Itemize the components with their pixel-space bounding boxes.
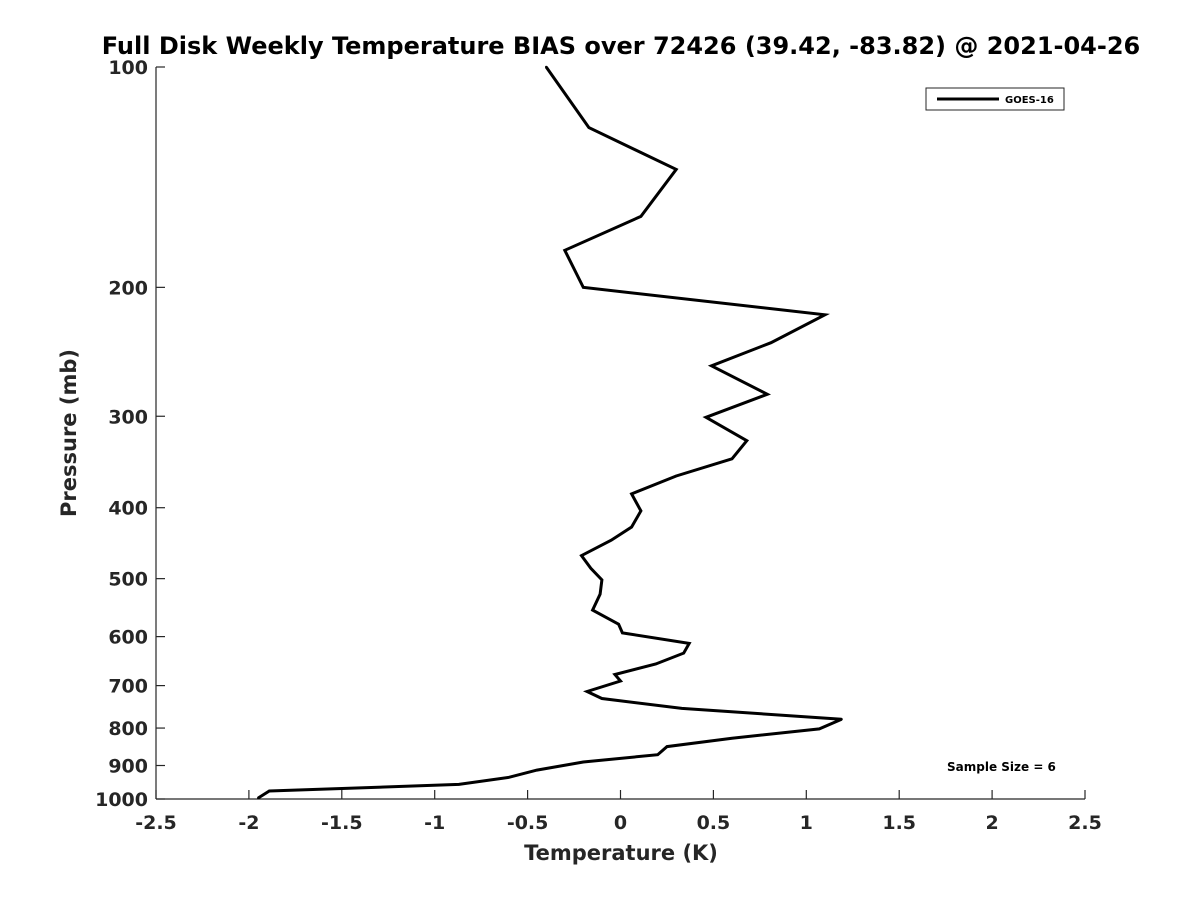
x-tick-label: 2.5	[1068, 812, 1102, 834]
data-point	[619, 679, 622, 683]
data-point	[656, 753, 659, 756]
data-point	[730, 737, 734, 740]
data-point	[535, 768, 539, 772]
data-point	[675, 474, 678, 478]
data-point	[675, 168, 678, 171]
data-point	[639, 509, 643, 513]
data-point	[589, 567, 592, 570]
data-point	[457, 783, 461, 786]
data-point	[630, 492, 633, 496]
y-tick-label: 900	[108, 756, 148, 778]
data-point	[745, 439, 748, 442]
y-tick-label: 100	[108, 57, 148, 79]
y-tick-label: 400	[108, 498, 148, 520]
data-point	[730, 457, 734, 460]
data-point	[766, 393, 769, 396]
x-tick-label: 0.5	[697, 812, 731, 834]
data-point	[507, 776, 511, 779]
data-point	[600, 578, 604, 582]
data-point	[639, 215, 643, 218]
x-axis: -2.5 -2 -1.5 -1 -0.5 0 0.5 1 1.5 2 2.5	[135, 790, 1102, 834]
data-point	[563, 249, 566, 252]
data-point	[545, 65, 548, 69]
data-point	[818, 727, 821, 731]
data-point	[617, 623, 620, 626]
y-tick-label: 1000	[95, 789, 148, 811]
data-point	[769, 341, 773, 344]
data-point	[680, 707, 683, 710]
data-point	[257, 796, 260, 800]
data-point	[585, 690, 589, 693]
x-axis-label: Temperature (K)	[524, 841, 718, 865]
y-axis-label: Pressure (mb)	[57, 349, 81, 517]
plot-area	[156, 67, 1085, 799]
data-point	[587, 126, 591, 129]
legend-entry-goes16: GOES-16	[1005, 95, 1054, 106]
data-point	[654, 662, 657, 666]
y-axis: 100 200 300 400 500 600 700 800 900 1000	[95, 57, 165, 811]
data-point	[613, 673, 617, 676]
x-tick-label: 0	[614, 812, 627, 834]
data-point	[598, 593, 602, 596]
x-tick-label: 1.5	[882, 812, 916, 834]
x-tick-label: -2.5	[135, 812, 177, 834]
x-tick-label: 2	[985, 812, 998, 834]
data-point	[582, 286, 585, 289]
legend: GOES-16	[925, 87, 1065, 111]
data-point	[630, 525, 633, 529]
data-point	[268, 789, 271, 793]
data-point	[582, 760, 585, 764]
x-tick-label: -0.5	[507, 812, 549, 834]
data-point	[710, 364, 713, 367]
y-tick-label: 500	[108, 569, 148, 591]
data-point	[665, 745, 669, 748]
x-tick-label: -1	[424, 812, 445, 834]
data-point	[704, 416, 708, 419]
series-line-goes16	[257, 66, 843, 800]
data-point	[591, 608, 594, 612]
y-tick-label: 200	[108, 277, 148, 299]
data-point	[688, 642, 691, 645]
x-tick-label: -2	[238, 812, 259, 834]
data-point	[610, 539, 613, 542]
data-point	[823, 313, 827, 316]
data-point	[621, 631, 624, 635]
y-tick-label: 800	[108, 718, 148, 740]
sample-size-note: Sample Size = 6	[947, 760, 1056, 774]
chart-title: Full Disk Weekly Temperature BIAS over 7…	[102, 32, 1141, 60]
y-tick-label: 300	[108, 406, 148, 428]
y-tick-label: 600	[108, 627, 148, 649]
data-point	[580, 554, 583, 557]
data-points	[257, 65, 843, 800]
data-point	[840, 718, 843, 721]
data-point	[600, 697, 604, 700]
x-tick-label: 1	[800, 812, 813, 834]
data-point	[682, 651, 685, 655]
x-tick-label: -1.5	[321, 812, 363, 834]
y-tick-label: 700	[108, 676, 148, 698]
